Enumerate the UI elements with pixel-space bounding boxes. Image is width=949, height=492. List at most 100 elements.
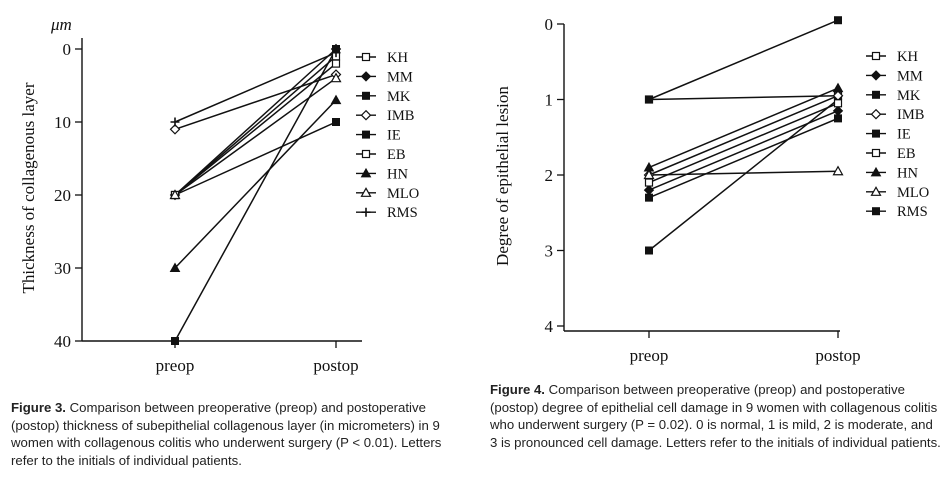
- fig4-legend-marker-mk-shape: [872, 90, 880, 99]
- fig4-legend-marker-mlo-shape: [870, 186, 882, 196]
- fig3-point-imb-preop: [169, 123, 181, 135]
- fig4-point-mm-preop-shape: [643, 184, 655, 196]
- fig3-legend-marker-mm: [360, 71, 372, 82]
- fig4-legend-marker-hn-shape: [870, 166, 882, 177]
- fig3-legend-marker-ie: [362, 130, 370, 139]
- fig4-legend-marker-mm: [870, 70, 882, 81]
- fig3-legend-label-imb: IMB: [387, 108, 414, 124]
- fig3-legend-marker-ie-shape: [362, 130, 370, 139]
- fig3-point-kh-postop-shape: [331, 59, 341, 68]
- fig4-series-line-rms: [648, 19, 839, 101]
- fig3-legend-label-mk: MK: [387, 89, 411, 105]
- fig4-point-rms-preop: [645, 95, 653, 104]
- fig4-point-hn-postop: [832, 82, 844, 93]
- fig3-series-line-mm: [174, 48, 337, 196]
- fig4-point-hn-postop-shape: [832, 82, 844, 93]
- fig4-legend-marker-rms-shape: [872, 207, 880, 216]
- fig4-y-axis-label: Degree of epithelial lesion: [493, 86, 512, 266]
- fig4-point-mlo-postop: [832, 165, 844, 176]
- fig4-point-mlo-preop: [643, 169, 655, 180]
- fig3-y-tick-label: 0: [63, 40, 72, 59]
- fig4-series-line-eb: [648, 102, 839, 184]
- fig3-legend-marker-mlo-shape: [360, 187, 372, 197]
- fig4-point-ie-preop: [645, 193, 653, 202]
- fig4-point-mm-postop: [832, 105, 844, 117]
- fig4-legend-label-rms: RMS: [897, 204, 928, 220]
- fig4-legend-marker-rms: [872, 207, 880, 216]
- fig3-legend-marker-kh-shape: [361, 52, 371, 62]
- fig3-legend-label-eb: EB: [387, 147, 406, 163]
- fig3-legend-marker-mk-shape: [362, 91, 370, 100]
- fig3-legend-label-rms: RMS: [387, 205, 418, 221]
- fig3-series-line-rms: [174, 51, 337, 123]
- fig4-series-line-kh: [648, 94, 839, 101]
- fig3-legend-marker-hn-shape: [360, 167, 372, 178]
- fig3-point-mlo-postop-shape: [330, 72, 342, 83]
- fig3-y-tick-label: 40: [54, 332, 71, 351]
- fig3-point-hn-postop: [330, 94, 342, 105]
- fig4-point-mm-preop: [643, 184, 655, 196]
- figure-4-label: Figure 4.: [490, 382, 545, 397]
- fig3-legend-marker-hn: [360, 167, 372, 178]
- fig3-point-mlo-preop-shape: [169, 189, 181, 200]
- fig3-point-mlo-preop: [169, 189, 181, 200]
- fig3-series-line-eb: [174, 55, 337, 196]
- fig3-legend-marker-rms: [361, 207, 371, 217]
- fig4-legend-marker-mlo: [870, 186, 882, 196]
- figure-3-text: Comparison between preoperative (preop) …: [11, 400, 442, 468]
- fig3-legend-marker-mlo: [360, 187, 372, 197]
- fig4-series-line-mlo: [648, 170, 839, 176]
- fig4-legend-marker-imb: [870, 108, 882, 120]
- fig3-legend-marker-rms-shape: [361, 207, 371, 217]
- fig3-point-mlo-postop: [330, 72, 342, 83]
- fig3-y-tick-label: 20: [54, 186, 71, 205]
- fig3-legend-marker-mm-shape: [360, 71, 372, 82]
- fig3-legend-marker-eb-shape: [361, 149, 371, 159]
- fig3-x-tick-label: preop: [156, 356, 195, 375]
- fig3-series-line-hn: [174, 99, 337, 269]
- fig4-point-mk-preop-shape: [645, 246, 653, 255]
- fig4-point-mk-preop: [645, 246, 653, 255]
- fig4-legend-marker-imb-shape: [870, 108, 882, 120]
- fig3-legend-marker-mk: [362, 91, 370, 100]
- fig3-legend-label-kh: KH: [387, 50, 408, 66]
- fig3-legend-label-mlo: MLO: [387, 186, 419, 202]
- fig3-y-tick-label: 10: [54, 113, 71, 132]
- fig4-legend-marker-eb: [871, 148, 881, 158]
- fig3-series-line-imb: [174, 73, 337, 131]
- fig4-legend-marker-mm-shape: [870, 70, 882, 81]
- fig3-point-hn-postop-shape: [330, 94, 342, 105]
- fig4-series-line-hn: [648, 87, 839, 169]
- fig3-point-imb-preop-shape: [169, 123, 181, 135]
- fig4-point-ie-postop: [834, 114, 842, 123]
- fig3-point-kh-postop: [331, 59, 341, 68]
- fig4-legend-marker-hn: [870, 166, 882, 177]
- fig3-point-hn-preop-shape: [169, 262, 181, 272]
- fig3-point-ie-postop: [332, 118, 340, 126]
- fig4-legend-label-eb: EB: [897, 146, 916, 162]
- figure-4-caption: Figure 4. Comparison between preoperativ…: [490, 381, 942, 451]
- fig4-legend-marker-kh: [871, 51, 881, 61]
- fig3-legend-label-ie: IE: [387, 128, 401, 144]
- fig3-y-axis-label: Thickness of collagenous layer: [19, 82, 38, 293]
- fig4-point-eb-preop: [644, 178, 654, 187]
- fig4-legend-label-mlo: MLO: [897, 185, 929, 201]
- fig4-legend-marker-ie: [872, 129, 880, 138]
- fig4-y-tick-label: 2: [545, 166, 554, 185]
- fig4-point-ie-postop-shape: [834, 114, 842, 123]
- fig4-legend-label-hn: HN: [897, 165, 918, 181]
- fig4-point-eb-postop: [833, 99, 843, 108]
- fig3-series-line-mk: [174, 48, 337, 342]
- figure-3-caption: Figure 3. Comparison between preoperativ…: [11, 399, 469, 469]
- fig4-y-tick-label: 1: [545, 91, 554, 110]
- fig4-point-eb-postop-shape: [833, 99, 843, 108]
- fig4-point-ie-preop-shape: [645, 193, 653, 202]
- fig4-point-mm-postop-shape: [832, 105, 844, 117]
- fig4-x-tick-label: postop: [815, 346, 860, 365]
- fig3-series-line-ie: [174, 121, 337, 196]
- fig3-point-hn-preop: [169, 262, 181, 272]
- fig4-legend-label-mk: MK: [897, 88, 921, 104]
- fig4-point-rms-postop: [834, 16, 842, 25]
